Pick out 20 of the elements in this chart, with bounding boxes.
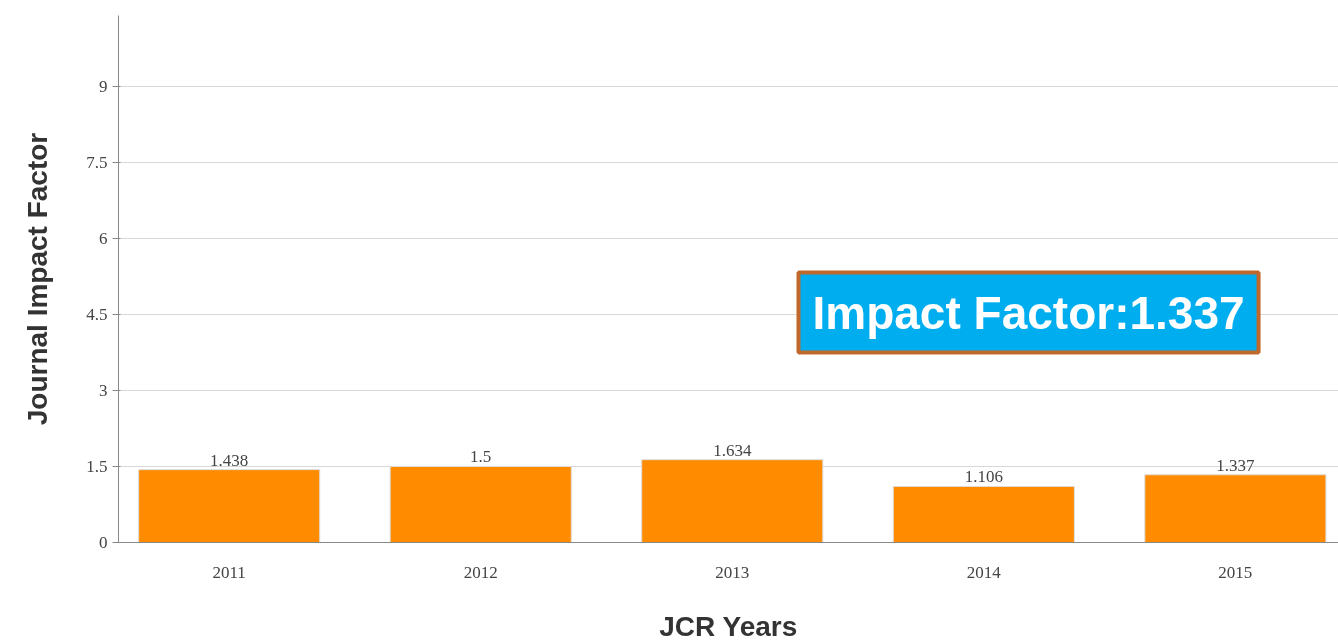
- data-label: 1.106: [964, 467, 1003, 487]
- y-tick-label: 7.5: [86, 152, 108, 172]
- x-tick-label: 2013: [715, 562, 750, 582]
- y-tick-label: 6: [99, 228, 108, 248]
- y-tick-label: 3: [99, 380, 108, 400]
- x-tick-label: 2015: [1218, 562, 1253, 582]
- data-label: 1.634: [713, 440, 752, 460]
- y-tick-label: 0: [99, 533, 108, 552]
- y-tick-label: 9: [99, 76, 108, 96]
- y-tick-label: 1.5: [86, 456, 108, 476]
- x-tick-label: 2011: [212, 562, 246, 582]
- x-axis-title: JCR Years: [659, 610, 798, 642]
- y-axis-title: Journal Impact Factor: [22, 132, 54, 426]
- x-tick-label: 2014: [966, 562, 1002, 582]
- data-label: 1.5: [470, 447, 492, 467]
- data-label: 1.337: [1216, 455, 1255, 475]
- annotation: Impact Factor:1.337: [812, 286, 1245, 339]
- x-tick-label: 2012: [463, 562, 498, 582]
- y-tick-label: 4.5: [86, 304, 108, 324]
- data-label: 1.438: [210, 450, 249, 470]
